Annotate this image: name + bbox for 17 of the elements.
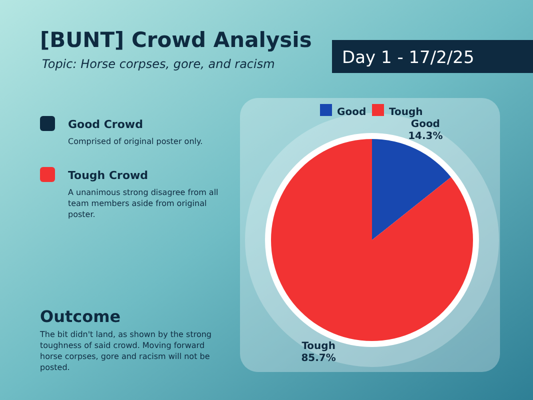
- text: Tough Crowd: [68, 169, 148, 182]
- text: Good Crowd: [68, 118, 143, 131]
- text: Topic: Horse corpses, gore, and racism: [42, 57, 275, 71]
- chart-title: [BUNT] Crowd Analysis: [40, 28, 312, 52]
- slice-label: Good: [410, 119, 440, 130]
- text: Comprised of original poster only.: [68, 137, 203, 146]
- text: Day 1 - 17/2/25: [342, 48, 474, 68]
- pie-slice: [372, 139, 452, 240]
- text: A unanimous strong disagree from all team members aside from original poster.: [68, 188, 218, 219]
- slice-label: Tough: [302, 340, 336, 352]
- legend-label: Good: [337, 107, 366, 118]
- text: The bit didn't land, as shown by the strong toughness of said crowd. Moving forward horse corpses, gore and racism will not be posted.: [39, 330, 212, 372]
- text: Outcome: [40, 307, 121, 326]
- data-label: 14.3%: [408, 131, 443, 142]
- data-label: 85.7%: [301, 352, 336, 364]
- pie-slice: [271, 139, 473, 341]
- legend-label: Tough: [389, 107, 423, 118]
